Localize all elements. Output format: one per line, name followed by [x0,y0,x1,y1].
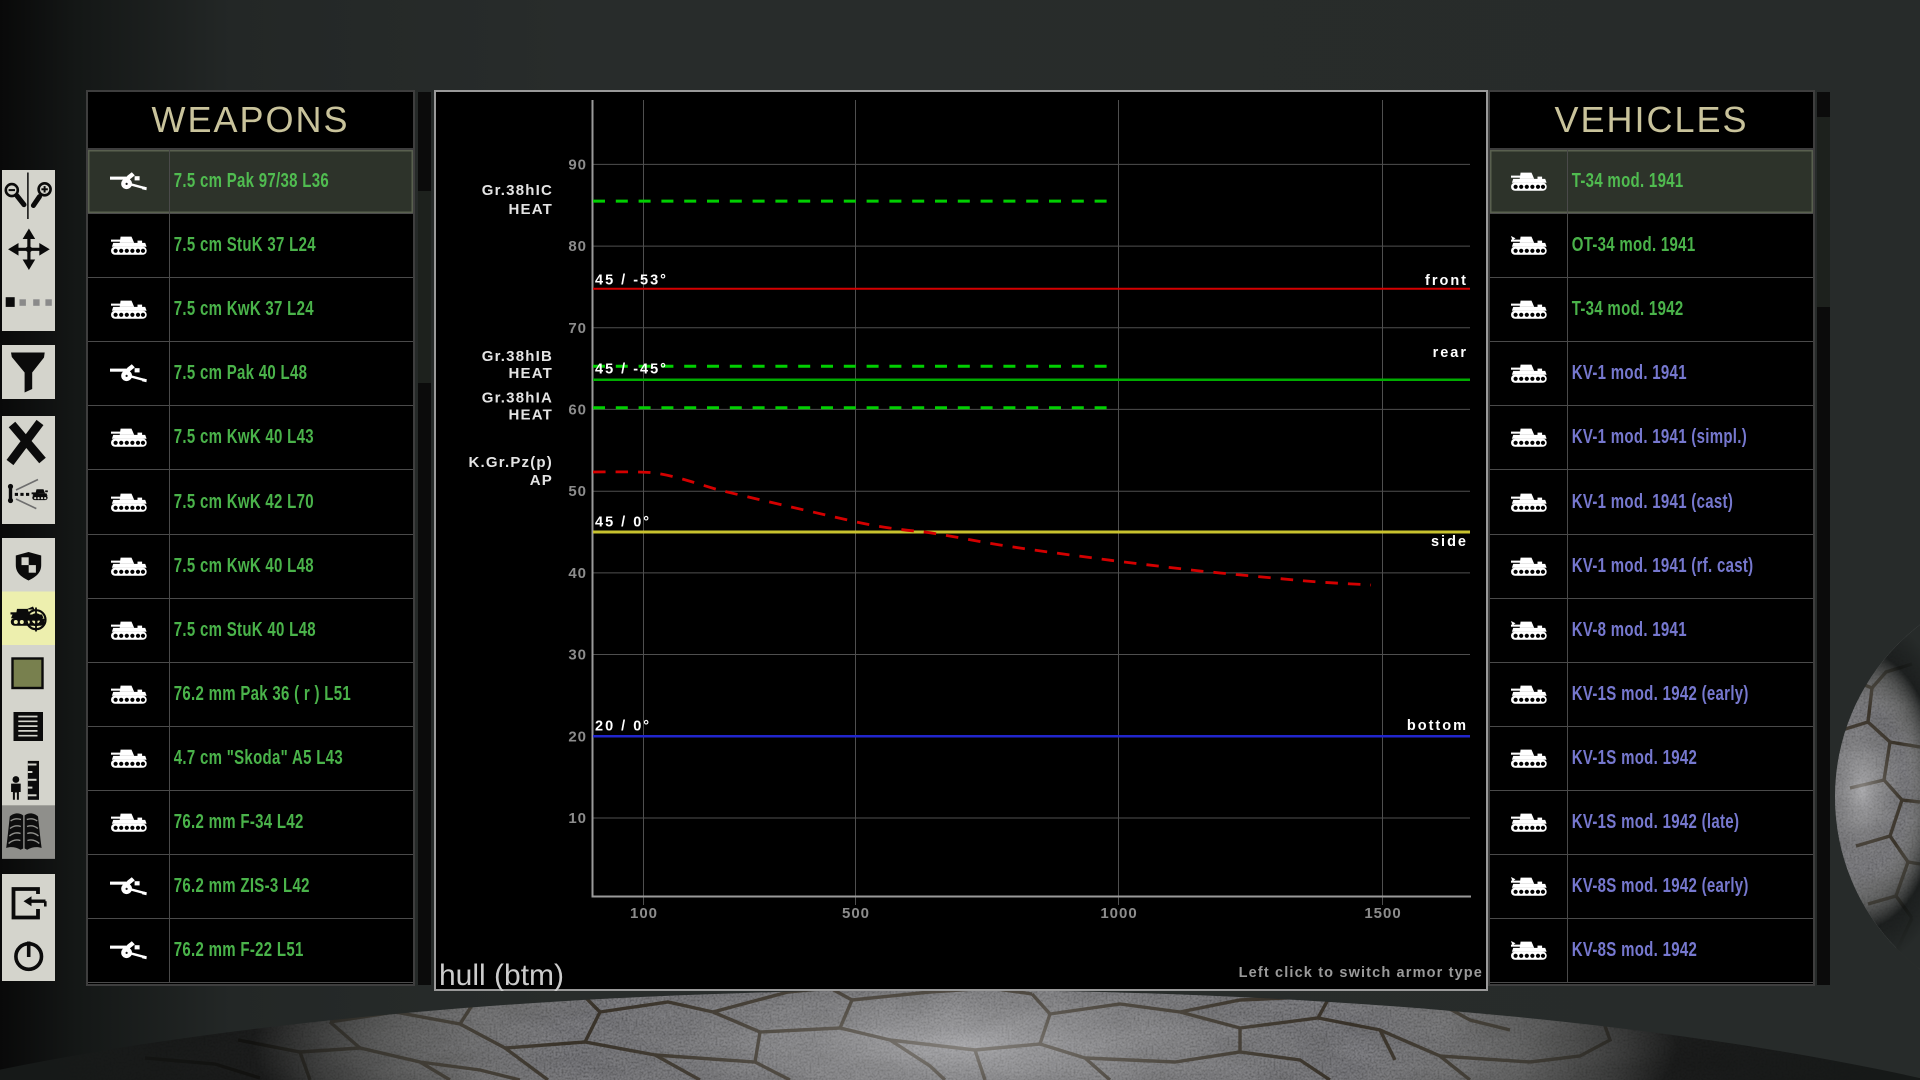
svg-text:45 / -45°: 45 / -45° [595,362,668,378]
svg-text:60: 60 [568,401,587,418]
svg-text:1000: 1000 [1100,905,1137,922]
svg-text:1500: 1500 [1364,905,1401,922]
svg-text:45 / 0°: 45 / 0° [595,515,651,531]
svg-text:HEAT: HEAT [508,365,553,382]
svg-text:HEAT: HEAT [508,407,553,424]
svg-text:70: 70 [568,320,587,337]
svg-text:Gr.38hIA: Gr.38hIA [482,390,553,407]
svg-text:500: 500 [842,905,870,922]
svg-text:50: 50 [568,483,587,500]
svg-text:90: 90 [568,156,587,173]
svg-text:Gr.38hIB: Gr.38hIB [482,348,553,365]
svg-text:40: 40 [568,565,587,582]
svg-text:hull (btm): hull (btm) [439,959,564,991]
svg-text:80: 80 [568,238,587,255]
svg-text:45 / -53°: 45 / -53° [595,273,668,289]
svg-text:20: 20 [568,728,587,745]
svg-text:10: 10 [568,810,587,827]
svg-text:Left click to switch armor typ: Left click to switch armor type [1239,965,1483,981]
svg-text:Gr.38hIC: Gr.38hIC [482,182,553,199]
svg-text:rear: rear [1433,345,1468,361]
svg-text:100: 100 [630,905,658,922]
svg-text:side: side [1431,534,1468,550]
svg-text:K.Gr.Pz(p): K.Gr.Pz(p) [468,454,553,471]
svg-text:AP: AP [530,472,553,489]
svg-text:front: front [1425,273,1468,289]
svg-text:30: 30 [568,647,587,664]
svg-text:20 / 0°: 20 / 0° [595,719,651,735]
svg-text:HEAT: HEAT [508,201,553,218]
svg-text:bottom: bottom [1407,718,1468,734]
